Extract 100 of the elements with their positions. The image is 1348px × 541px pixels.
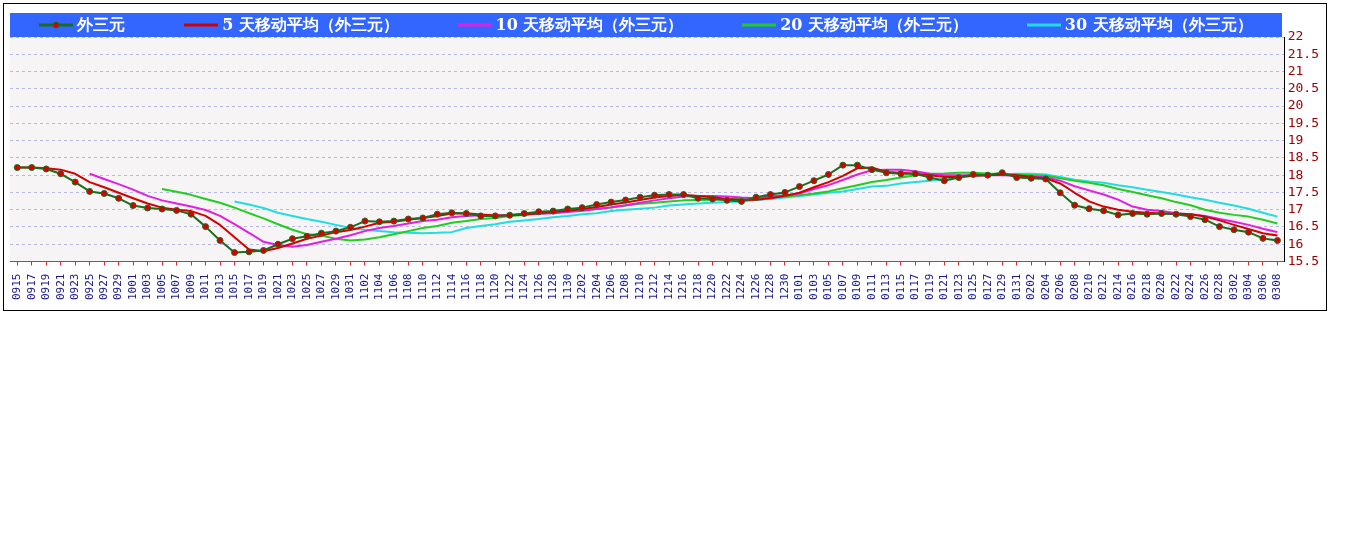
y-tick-label: 15.5 bbox=[1287, 252, 1320, 268]
x-tick-label: 0131 bbox=[1009, 273, 1023, 301]
x-tick-label: 0103 bbox=[806, 273, 820, 301]
x-tick-label: 1106 bbox=[386, 273, 400, 301]
x-tick-label: 0917 bbox=[24, 273, 38, 301]
x-tick-label: 0927 bbox=[97, 273, 111, 301]
x-tick-label: 1029 bbox=[328, 273, 342, 301]
legend-label: 5 天移动平均（外三元） bbox=[222, 14, 399, 36]
legend-label: 30 天移动平均（外三元） bbox=[1064, 14, 1253, 36]
x-tick-label: 1220 bbox=[705, 273, 719, 301]
x-tick-label: 1011 bbox=[198, 273, 212, 301]
x-tick-label: 0210 bbox=[1082, 273, 1095, 301]
x-tick-label: 1007 bbox=[169, 273, 183, 301]
x-tick-label: 1204 bbox=[589, 273, 603, 301]
x-tick-label: 1230 bbox=[777, 273, 791, 301]
legend-label: 外三元 bbox=[77, 14, 126, 36]
x-tick-label: 0212 bbox=[1096, 273, 1110, 301]
x-tick-label: 0224 bbox=[1183, 273, 1197, 301]
x-tick-label: 0919 bbox=[39, 273, 53, 301]
x-tick-label: 0308 bbox=[1270, 273, 1284, 301]
x-tick-label: 1124 bbox=[517, 273, 531, 301]
x-tick-label: 1015 bbox=[227, 273, 241, 301]
x-tick-label: 0218 bbox=[1139, 273, 1153, 301]
y-tick-label: 16.5 bbox=[1287, 218, 1320, 234]
x-tick-label: 0216 bbox=[1125, 273, 1139, 301]
x-tick-label: 0204 bbox=[1038, 273, 1052, 301]
x-tick-label: 1222 bbox=[719, 273, 733, 301]
x-tick-label: 1214 bbox=[661, 273, 675, 301]
x-tick-label: 1025 bbox=[299, 273, 313, 301]
x-tick-label: 1031 bbox=[343, 273, 357, 301]
x-tick-label: 0119 bbox=[922, 273, 936, 301]
x-tick-label: 1112 bbox=[430, 273, 444, 301]
x-tick-label: 0109 bbox=[850, 273, 864, 301]
x-tick-label: 1102 bbox=[357, 273, 371, 301]
x-tick-label: 1120 bbox=[488, 273, 502, 301]
y-tick-label: 20 bbox=[1287, 97, 1304, 113]
x-tick-label: 0117 bbox=[908, 273, 922, 301]
x-tick-label: 0214 bbox=[1110, 273, 1124, 301]
x-tick-label: 0107 bbox=[835, 273, 849, 301]
x-tick-label: 1023 bbox=[285, 273, 299, 301]
x-tick-label: 0206 bbox=[1053, 273, 1067, 301]
x-tick-label: 1009 bbox=[183, 273, 197, 301]
x-tick-label: 1202 bbox=[575, 273, 589, 301]
x-tick-label: 0915 bbox=[10, 273, 24, 301]
x-tick-label: 1019 bbox=[256, 273, 270, 301]
x-tick-label: 0113 bbox=[879, 273, 893, 301]
x-tick-label: 0105 bbox=[821, 273, 835, 301]
legend-label: 20 天移动平均（外三元） bbox=[780, 14, 969, 36]
y-tick-label: 17 bbox=[1287, 201, 1304, 217]
x-tick-label: 1210 bbox=[632, 273, 646, 301]
x-tick-label: 0202 bbox=[1024, 273, 1038, 301]
x-tick-label: 1114 bbox=[444, 273, 458, 301]
x-tick-label: 1130 bbox=[560, 273, 574, 301]
y-tick-label: 18.5 bbox=[1287, 149, 1320, 165]
x-tick-label: 1017 bbox=[241, 273, 255, 301]
x-tick-label: 0929 bbox=[111, 273, 125, 301]
legend-label: 10 天移动平均（外三元） bbox=[495, 14, 684, 36]
x-tick-label: 0306 bbox=[1255, 273, 1269, 301]
x-tick-label: 0302 bbox=[1226, 273, 1240, 301]
y-tick-label: 19 bbox=[1287, 131, 1304, 147]
x-tick-label: 1126 bbox=[531, 273, 545, 301]
x-tick-label: 0923 bbox=[68, 273, 82, 301]
x-tick-label: 0115 bbox=[893, 273, 907, 301]
x-tick-label: 1218 bbox=[690, 273, 704, 301]
x-tick-label: 0220 bbox=[1154, 273, 1168, 301]
x-tick-label: 1122 bbox=[502, 273, 516, 301]
x-tick-label: 1206 bbox=[603, 273, 617, 301]
x-tick-label: 1021 bbox=[270, 273, 284, 301]
x-tick-label: 1005 bbox=[154, 273, 168, 301]
x-tick-label: 1108 bbox=[401, 273, 415, 301]
x-tick-label: 0921 bbox=[53, 273, 67, 301]
x-tick-label: 1208 bbox=[618, 273, 632, 301]
x-tick-label: 1216 bbox=[676, 273, 690, 301]
x-tick-label: 0304 bbox=[1241, 273, 1255, 301]
y-tick-label: 21.5 bbox=[1287, 45, 1320, 61]
x-tick-label: 1116 bbox=[459, 273, 473, 301]
x-tick-label: 0226 bbox=[1197, 273, 1211, 301]
x-tick-label: 1226 bbox=[748, 273, 762, 301]
y-tick-label: 22 bbox=[1287, 28, 1304, 44]
x-tick-label: 1104 bbox=[372, 273, 386, 301]
x-tick-label: 0228 bbox=[1212, 273, 1226, 301]
x-tick-label: 0101 bbox=[792, 273, 806, 301]
x-tick-label: 1128 bbox=[546, 273, 560, 301]
x-tick-label: 1001 bbox=[125, 273, 139, 301]
x-tick-label: 1013 bbox=[212, 273, 226, 301]
x-tick-label: 1003 bbox=[140, 273, 154, 301]
x-tick-label: 0121 bbox=[937, 273, 951, 301]
x-tick-label: 1118 bbox=[473, 273, 487, 301]
x-tick-label: 0127 bbox=[980, 273, 994, 301]
x-tick-label: 1027 bbox=[314, 273, 328, 301]
x-tick-label: 1224 bbox=[734, 273, 748, 301]
y-tick-label: 18 bbox=[1287, 166, 1304, 182]
x-tick-label: 0925 bbox=[82, 273, 96, 301]
y-tick-label: 21 bbox=[1287, 62, 1304, 78]
x-tick-label: 1212 bbox=[647, 273, 661, 301]
y-tick-label: 20.5 bbox=[1287, 80, 1320, 96]
x-tick-label: 0125 bbox=[966, 273, 980, 301]
y-tick-label: 17.5 bbox=[1287, 183, 1320, 199]
y-tick-label: 16 bbox=[1287, 235, 1304, 251]
x-tick-label: 0208 bbox=[1067, 273, 1081, 301]
